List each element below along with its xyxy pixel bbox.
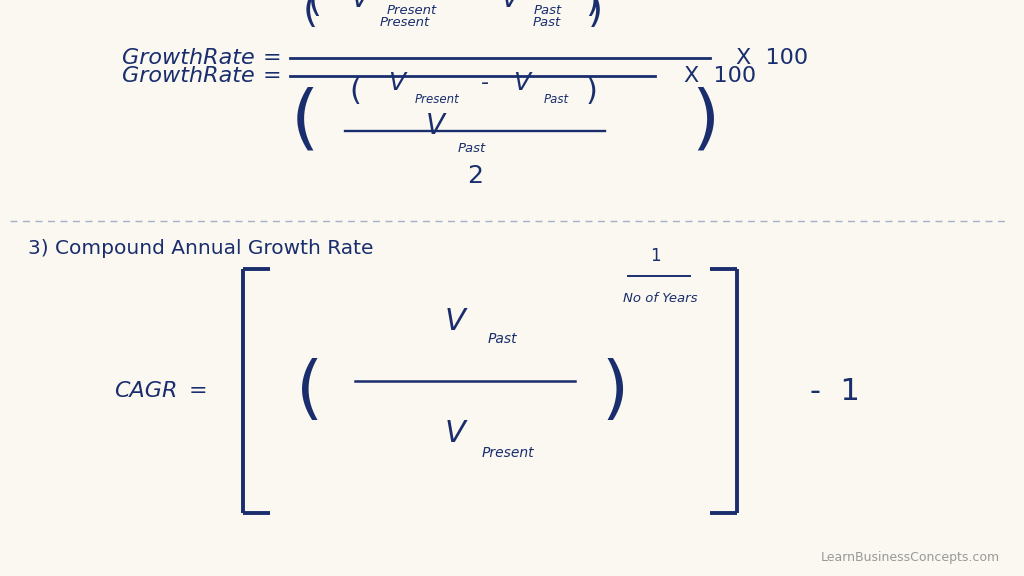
Text: GrowthRate: GrowthRate: [122, 48, 255, 68]
Text: V: V: [444, 419, 466, 448]
Text: -: -: [461, 0, 470, 11]
Text: Past: Past: [458, 142, 486, 154]
Text: ): ): [586, 77, 598, 105]
Text: =: =: [263, 48, 282, 68]
Text: X  100: X 100: [736, 48, 808, 68]
Text: V: V: [513, 71, 530, 95]
Text: V: V: [501, 0, 519, 13]
Text: No of Years: No of Years: [623, 291, 697, 305]
Text: Past: Past: [534, 5, 562, 17]
Text: 2: 2: [467, 164, 483, 188]
Text: -: -: [481, 73, 489, 93]
Text: ): ): [588, 0, 602, 30]
Text: (: (: [308, 0, 323, 18]
Text: =: =: [263, 66, 282, 86]
Text: Present: Present: [481, 446, 535, 460]
Text: CAGR: CAGR: [115, 381, 178, 401]
Text: X  100: X 100: [684, 66, 756, 86]
Text: Present: Present: [380, 17, 430, 29]
Text: Present: Present: [387, 5, 437, 17]
Text: (: (: [296, 358, 324, 425]
Text: ): ): [691, 86, 719, 156]
Text: ): ): [601, 358, 629, 425]
Text: Present: Present: [415, 93, 460, 105]
Text: (: (: [291, 86, 319, 156]
Text: V: V: [355, 0, 375, 5]
Text: 1: 1: [649, 247, 660, 265]
Text: V: V: [388, 71, 406, 95]
Text: GrowthRate: GrowthRate: [122, 66, 255, 86]
Text: Past: Past: [487, 332, 517, 346]
Text: V: V: [444, 306, 466, 335]
Text: -: -: [464, 0, 472, 3]
Text: (: (: [349, 77, 360, 105]
Text: Past: Past: [544, 93, 568, 105]
Text: -  1: - 1: [810, 377, 860, 406]
Text: ): ): [585, 0, 599, 18]
Text: LearnBusinessConcepts.com: LearnBusinessConcepts.com: [821, 551, 1000, 564]
Text: V: V: [350, 0, 370, 13]
Text: 3) Compound Annual Growth Rate: 3) Compound Annual Growth Rate: [28, 238, 374, 257]
Text: (: (: [302, 0, 317, 30]
Text: V: V: [503, 0, 521, 5]
Text: Past: Past: [532, 17, 561, 29]
Text: =: =: [188, 381, 207, 401]
Text: V: V: [426, 112, 444, 140]
